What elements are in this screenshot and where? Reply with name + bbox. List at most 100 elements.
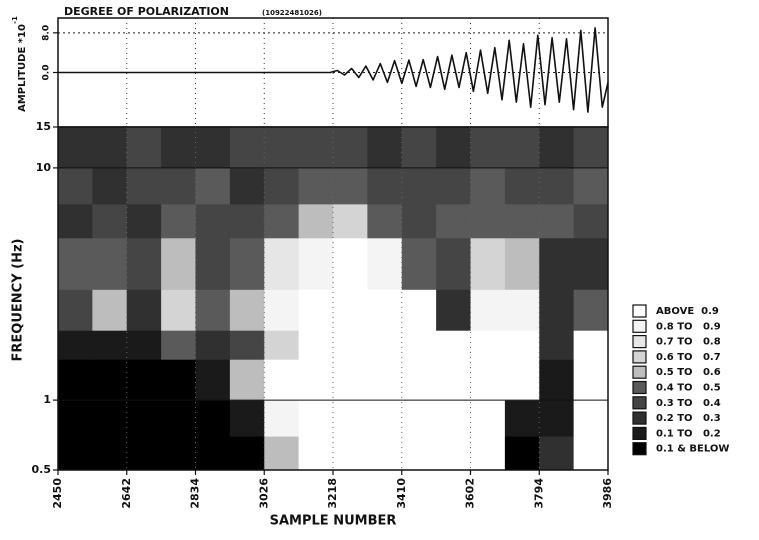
heat-cell [195, 203, 231, 239]
heat-cell [229, 237, 265, 290]
heat-cell [58, 359, 93, 401]
heat-cell [229, 359, 265, 401]
heat-cell [126, 167, 162, 205]
heat-cell [367, 400, 403, 437]
heat-cell [470, 330, 506, 360]
heat-cell [539, 400, 575, 437]
y-axis-label: FREQUENCY (Hz) [11, 239, 26, 362]
amplitude-label: AMPLITUDE *10 [17, 24, 28, 112]
heat-cell [126, 359, 162, 401]
heat-cell [504, 400, 540, 437]
heat-cell [298, 237, 334, 290]
heat-cell [229, 127, 265, 169]
heat-cell [436, 359, 471, 401]
heat-cell [58, 167, 93, 205]
heat-cell [161, 359, 196, 401]
heat-cell [470, 167, 506, 205]
heat-cell [229, 167, 265, 205]
heat-cell [229, 330, 265, 360]
heat-cell [367, 203, 403, 239]
heat-cell [470, 400, 506, 437]
chart-subtitle: (10922481026) [262, 9, 322, 17]
heat-cell [195, 330, 231, 360]
heat-cell [539, 237, 575, 290]
legend-label: 0.4 TO 0.5 [656, 383, 721, 394]
heat-cell [161, 289, 196, 331]
heat-cell [161, 203, 196, 239]
heat-cell [58, 203, 93, 239]
y-tick-label: 0.5 [32, 463, 52, 476]
heat-cell [298, 167, 334, 205]
heat-cell [333, 436, 368, 471]
plot-frame [57, 126, 609, 471]
heat-cell [573, 359, 609, 401]
heat-cell [401, 127, 437, 169]
heat-cell [298, 203, 334, 239]
heat-cell [539, 436, 575, 471]
heat-cell [539, 203, 575, 239]
heat-cell [539, 127, 575, 169]
heat-cell [401, 359, 437, 401]
heat-cell [195, 237, 231, 290]
heat-cell [367, 127, 403, 169]
heat-cell [264, 167, 300, 205]
legend-label: 0.8 TO 0.9 [656, 321, 721, 332]
heat-cell [264, 330, 300, 360]
heat-cell [58, 237, 93, 290]
x-tick-label: 3602 [464, 478, 477, 509]
heat-cell [401, 436, 437, 471]
heat-cell [298, 330, 334, 360]
legend-swatch [632, 350, 647, 364]
y-tick-label: 0.0 [42, 65, 52, 81]
heat-cell [126, 289, 162, 331]
legend-swatch [632, 426, 647, 440]
heat-cell [126, 203, 162, 239]
heat-cell [126, 237, 162, 290]
x-tick-label: 2834 [189, 478, 202, 509]
legend-swatch [632, 396, 647, 410]
heat-cell [573, 167, 609, 205]
heat-cell [367, 330, 403, 360]
x-tick-label: 3026 [257, 478, 270, 509]
heat-cell [436, 127, 471, 169]
heat-cell [539, 167, 575, 205]
legend-swatch [632, 319, 647, 333]
legend-swatch [632, 335, 647, 349]
amplitude-exponent: -1 [11, 16, 19, 24]
heat-cell [92, 330, 128, 360]
heat-cell [436, 237, 471, 290]
heat-cell [333, 127, 368, 169]
heat-cell [367, 167, 403, 205]
x-tick-label: 3986 [601, 478, 614, 509]
heat-cell [92, 436, 128, 471]
heat-cell [470, 289, 506, 331]
heat-cell [504, 167, 540, 205]
heat-cell [333, 167, 368, 205]
legend-label: 0.3 TO 0.4 [656, 398, 721, 409]
heat-cell [195, 167, 231, 205]
legend-swatch [632, 380, 647, 395]
heat-cell [92, 237, 128, 290]
heat-cell [470, 359, 506, 401]
heat-cell [195, 436, 231, 471]
heat-cell [58, 400, 93, 437]
heat-cell [92, 400, 128, 437]
heat-cell [298, 359, 334, 401]
heat-cell [539, 289, 575, 331]
heat-cell [436, 289, 471, 331]
heat-cell [367, 359, 403, 401]
heat-cell [504, 330, 540, 360]
heat-cell [161, 400, 196, 437]
heat-cell [436, 167, 471, 205]
heat-cell [333, 289, 368, 331]
heat-cell [401, 289, 437, 331]
y-tick-label: 8.0 [42, 25, 52, 41]
heat-cell [229, 289, 265, 331]
heat-cell [573, 289, 609, 331]
heat-cell [470, 237, 506, 290]
x-tick-label: 3218 [326, 478, 339, 509]
legend-swatch [632, 365, 647, 379]
heat-cell [436, 436, 471, 471]
heat-cell [333, 400, 368, 437]
heat-cell [401, 330, 437, 360]
